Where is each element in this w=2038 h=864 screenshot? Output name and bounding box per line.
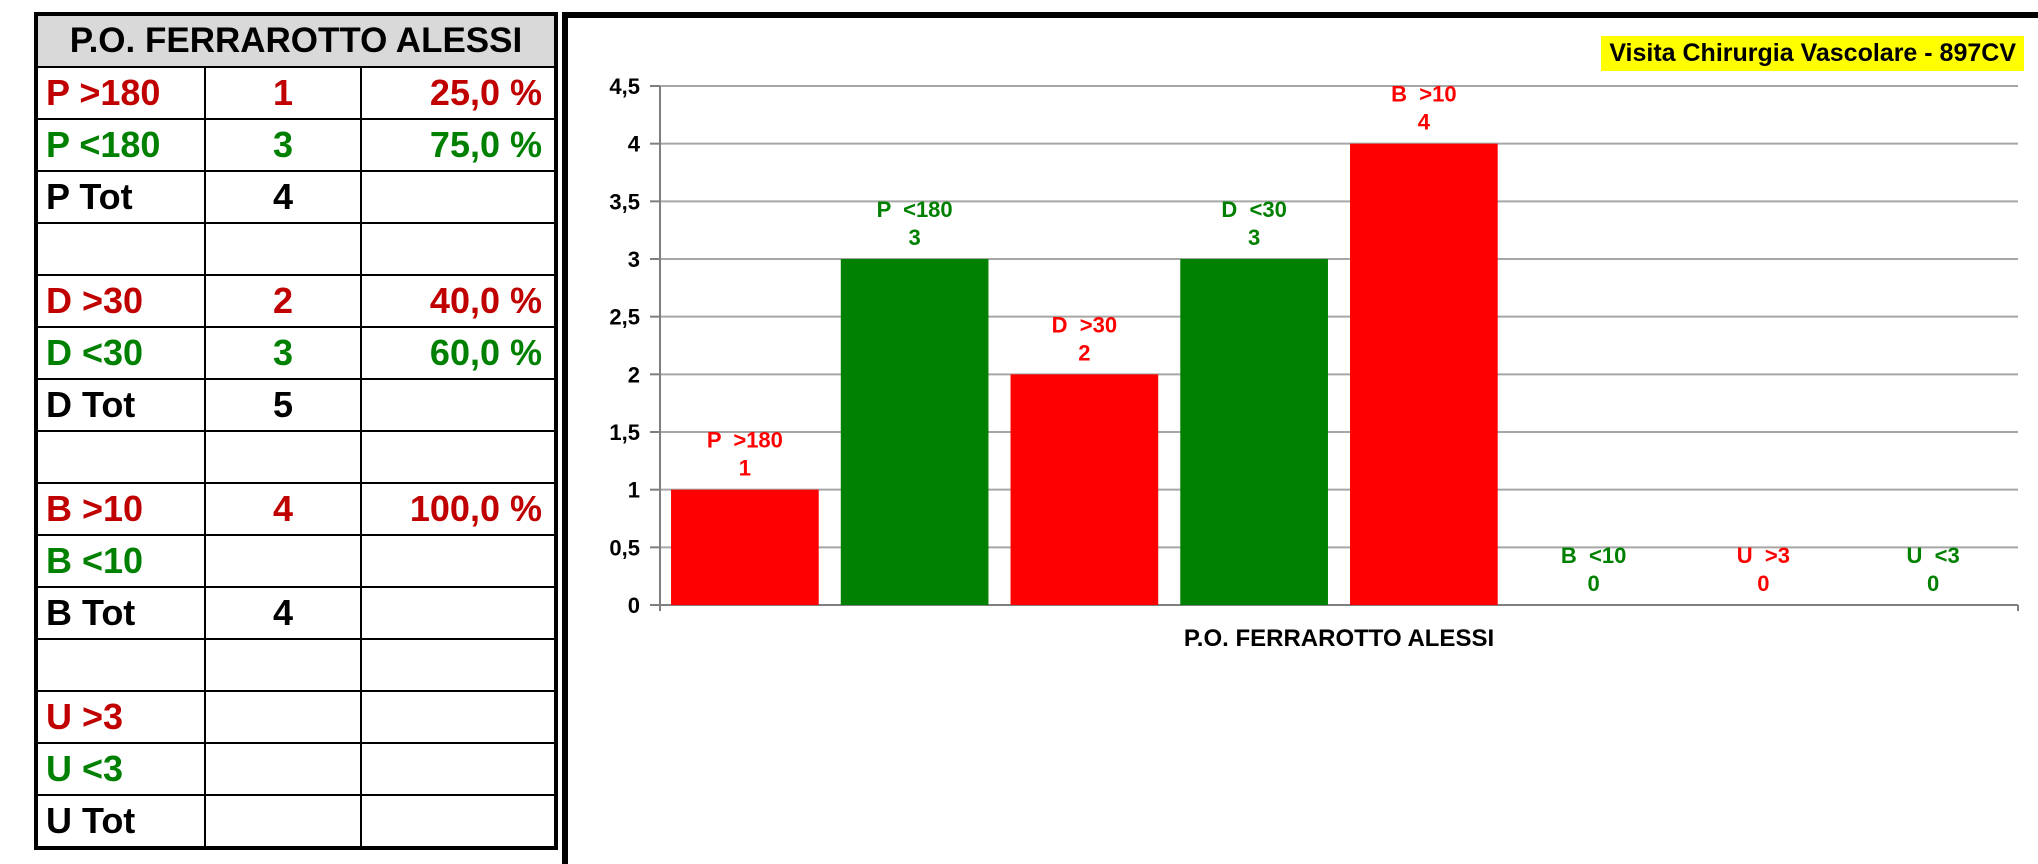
bar-value-label: 3 [909, 225, 921, 250]
summary-row-label: D Tot [35, 378, 206, 432]
summary-row-percent [360, 378, 557, 432]
summary-row-percent: 75,0 % [360, 118, 557, 172]
summary-row-count: 3 [204, 326, 362, 380]
summary-row-percent [360, 742, 557, 796]
summary-row-label: B <10 [35, 534, 206, 588]
summary-table-row: D Tot 5 [35, 378, 557, 432]
bar-category-label: P <180 [877, 197, 953, 222]
y-tick-label: 2,5 [609, 305, 640, 330]
summary-table-header-row: P.O. FERRAROTTO ALESSI [35, 13, 557, 68]
summary-table-row: B >10 4 100,0 % [35, 482, 557, 536]
summary-table-row: P <180 3 75,0 % [35, 118, 557, 172]
bar-category-label: B <10 [1561, 543, 1626, 568]
summary-row-percent: 60,0 % [360, 326, 557, 380]
y-tick-label: 2 [628, 362, 640, 387]
bar-value-label: 2 [1078, 340, 1090, 365]
summary-table: P.O. FERRAROTTO ALESSI P >180 1 25,0 % P <1… [34, 12, 558, 850]
summary-row-percent [360, 690, 557, 744]
summary-row-count: 4 [204, 586, 362, 640]
summary-row-count [204, 430, 362, 484]
chart-panel: 0 0,5 1 1,5 2 2,5 3 3,5 4 4,5 P >180 1 P <180 3 D >30 2… [562, 12, 2038, 864]
summary-table-row: P >180 1 25,0 % [35, 66, 557, 120]
bar-category-label: U >3 [1737, 543, 1790, 568]
summary-row-label: P <180 [35, 118, 206, 172]
summary-row-count [204, 690, 362, 744]
summary-row-count: 2 [204, 274, 362, 328]
bar-value-label: 4 [1418, 110, 1431, 135]
bar-category-label: D <30 [1221, 197, 1286, 222]
summary-table-row: D <30 3 60,0 % [35, 326, 557, 380]
y-tick-label: 3,5 [609, 189, 640, 214]
summary-table-row: U Tot [35, 794, 557, 849]
bar-category-label: P >180 [707, 428, 783, 453]
summary-table-row: B Tot 4 [35, 586, 557, 640]
y-tick-label: 4,5 [609, 74, 640, 99]
y-tick-label: 1 [628, 478, 640, 503]
summary-row-count: 1 [204, 66, 362, 120]
summary-row-count [204, 222, 362, 276]
summary-row-percent [360, 586, 557, 640]
summary-row-percent [360, 170, 557, 224]
y-tick-label: 0,5 [609, 535, 640, 560]
y-tick-label: 3 [628, 247, 640, 272]
summary-row-label: P Tot [35, 170, 206, 224]
bar [1010, 374, 1159, 605]
summary-row-label [35, 430, 206, 484]
summary-row-percent: 25,0 % [360, 66, 557, 120]
summary-row-count: 4 [204, 482, 362, 536]
summary-row-label [35, 638, 206, 692]
summary-table-row: B <10 [35, 534, 557, 588]
summary-row-count [204, 534, 362, 588]
summary-row-count [204, 794, 362, 849]
summary-table-row: P Tot 4 [35, 170, 557, 224]
summary-row-percent [360, 794, 557, 849]
bar-value-label: 1 [739, 456, 751, 481]
x-axis-title: P.O. FERRAROTTO ALESSI [1184, 625, 1494, 652]
bar-value-label: 0 [1927, 571, 1939, 596]
bar-category-label: B >10 [1391, 82, 1456, 107]
bar-value-label: 0 [1757, 571, 1769, 596]
summary-row-label: U Tot [35, 794, 206, 849]
bar-category-label: U <3 [1907, 543, 1960, 568]
y-tick-label: 1,5 [609, 420, 640, 445]
summary-row-count: 5 [204, 378, 362, 432]
summary-row-percent [360, 222, 557, 276]
bar-value-label: 3 [1248, 225, 1260, 250]
summary-row-label: U <3 [35, 742, 206, 796]
bar [671, 489, 819, 605]
summary-row-percent: 40,0 % [360, 274, 557, 328]
summary-table-row [35, 638, 557, 692]
bar [840, 259, 989, 605]
y-tick-label: 4 [628, 132, 641, 157]
summary-table-row [35, 222, 557, 276]
summary-row-label: D <30 [35, 326, 206, 380]
summary-table-row: U <3 [35, 742, 557, 796]
summary-row-label: P >180 [35, 66, 206, 120]
summary-table-title: P.O. FERRAROTTO ALESSI [35, 13, 557, 68]
summary-row-count: 3 [204, 118, 362, 172]
summary-row-label: B >10 [35, 482, 206, 536]
summary-table-body: P.O. FERRAROTTO ALESSI P >180 1 25,0 % P <1… [35, 13, 557, 849]
summary-row-count: 4 [204, 170, 362, 224]
bar-chart: 0 0,5 1 1,5 2 2,5 3 3,5 4 4,5 P >180 1 P <180 3 D >30 2… [609, 74, 2019, 652]
summary-table-row: U >3 [35, 690, 557, 744]
summary-row-label [35, 222, 206, 276]
chart-title: Visita Chirurgia Vascolare - 897CV [1601, 36, 2024, 71]
summary-table-row [35, 430, 557, 484]
summary-table-row: D >30 2 40,0 % [35, 274, 557, 328]
summary-row-count [204, 638, 362, 692]
bar-value-label: 0 [1588, 571, 1600, 596]
summary-row-label: D >30 [35, 274, 206, 328]
summary-row-percent [360, 638, 557, 692]
y-tick-label: 0 [628, 593, 640, 618]
summary-row-count [204, 742, 362, 796]
bar-category-label: D >30 [1052, 312, 1117, 337]
summary-row-percent: 100,0 % [360, 482, 557, 536]
summary-row-label: U >3 [35, 690, 206, 744]
bar [1180, 259, 1328, 605]
summary-row-percent [360, 534, 557, 588]
summary-row-label: B Tot [35, 586, 206, 640]
summary-row-percent [360, 430, 557, 484]
bar [1350, 143, 1498, 605]
